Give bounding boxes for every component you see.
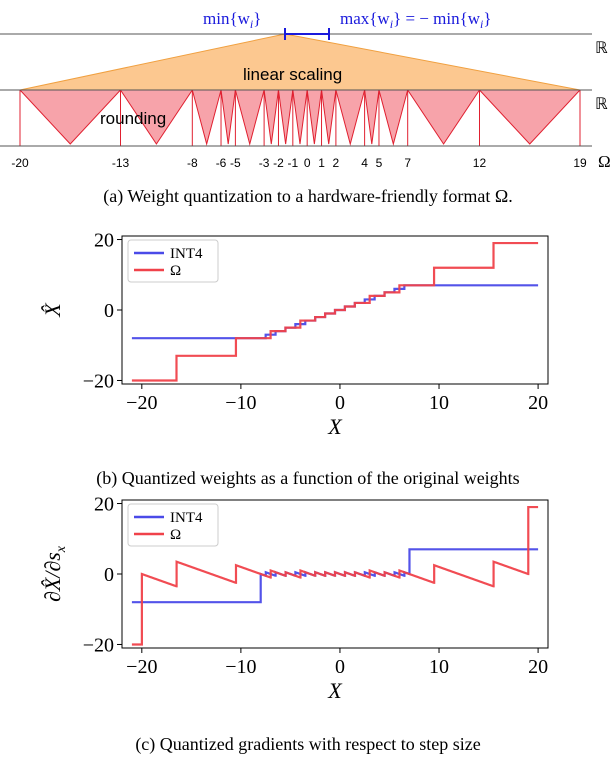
- y-tick-label: 20: [94, 230, 114, 252]
- x-tick-label: 20: [528, 392, 548, 414]
- legend-entry: Ω: [170, 527, 181, 543]
- rounding-triangle: [320, 89, 337, 145]
- real-line-top-label: ℝ: [595, 40, 608, 57]
- x-tick-label: −20: [126, 656, 157, 678]
- y-tick-label: −20: [83, 370, 114, 392]
- legend-entry: INT4: [170, 246, 203, 262]
- x-tick-label: 0: [335, 656, 345, 678]
- omega-line-label: Ω: [598, 152, 611, 170]
- y-tick-label: 20: [94, 494, 114, 516]
- omega-tick-label: -6: [216, 156, 227, 170]
- rounding-triangle: [406, 89, 481, 145]
- x-axis-label: X: [327, 678, 343, 703]
- x-axis-label: X: [327, 414, 343, 439]
- series-line-omega: [131, 505, 539, 646]
- x-tick-label: −10: [225, 656, 256, 678]
- rounding-triangle: [263, 89, 280, 145]
- x-tick-label: −10: [225, 392, 256, 414]
- x-tick-label: 20: [528, 656, 548, 678]
- omega-tick-label: -3: [259, 156, 270, 170]
- legend-entry: INT4: [170, 510, 203, 526]
- omega-tick-label: -8: [187, 156, 198, 170]
- y-axis-label: ∂X̂/∂sx: [40, 545, 69, 602]
- y-tick-label: 0: [104, 300, 114, 322]
- x-tick-label: 10: [429, 656, 449, 678]
- omega-tick-label: 2: [333, 156, 340, 170]
- omega-tick-labels: -20 -13 -8 -6 -5 -3 -2 -1 0 1 2 4 5 7 12 19: [11, 156, 587, 170]
- rounding-triangle: [364, 89, 380, 145]
- omega-tick-label: 1: [318, 156, 325, 170]
- omega-tick-label: 0: [304, 156, 311, 170]
- y-tick-label: 0: [104, 564, 114, 586]
- omega-tick-label: -20: [11, 156, 29, 170]
- legend-box: [127, 503, 219, 547]
- omega-tick-label: -2: [273, 156, 284, 170]
- series-line-omega: [131, 241, 539, 382]
- omega-tick-label: 4: [361, 156, 368, 170]
- rounding-triangle: [234, 89, 265, 146]
- min-weight-label: min{wi}: [203, 9, 261, 31]
- omega-tick-label: 5: [376, 156, 383, 170]
- real-line-middle-label: ℝ: [595, 96, 608, 113]
- y-tick-label: −20: [83, 634, 114, 656]
- x-tick-label: −20: [126, 392, 157, 414]
- quantization-diagram: min{wi} max{wi} = − min{wi} ℝ ℝ linear s…: [0, 9, 611, 170]
- y-axis-label: X̂: [40, 302, 65, 318]
- rounding-triangle: [478, 89, 582, 145]
- rounding-triangle: [378, 89, 409, 146]
- rounding-triangles: [18, 89, 582, 146]
- omega-tick-label: -13: [112, 156, 130, 170]
- rounding-triangle: [335, 89, 366, 146]
- omega-tick-label: -5: [230, 156, 241, 170]
- rounding-triangle: [277, 89, 294, 145]
- omega-tick-label: 12: [473, 156, 487, 170]
- x-tick-label: 10: [429, 392, 449, 414]
- rounding-triangle: [306, 89, 323, 145]
- omega-tick-label: 19: [573, 156, 587, 170]
- rounding-triangle: [292, 89, 308, 145]
- omega-tick-label: -1: [287, 156, 298, 170]
- caption-c: (c) Quantized gradients with respect to …: [135, 734, 481, 754]
- linear-scaling-label: linear scaling: [243, 65, 342, 84]
- legend-box: [127, 239, 219, 283]
- caption-a: (a) Weight quantization to a hardware-fr…: [103, 186, 513, 206]
- rounding-triangle: [220, 89, 236, 145]
- rounding-label: rounding: [100, 109, 166, 128]
- caption-b: (b) Quantized weights as a function of t…: [96, 468, 520, 488]
- legend-entry: Ω: [170, 263, 181, 279]
- max-weight-label: max{wi} = − min{wi}: [340, 9, 492, 31]
- omega-tick-label: 7: [404, 156, 411, 170]
- rounding-triangle: [191, 89, 222, 146]
- x-tick-label: 0: [335, 392, 345, 414]
